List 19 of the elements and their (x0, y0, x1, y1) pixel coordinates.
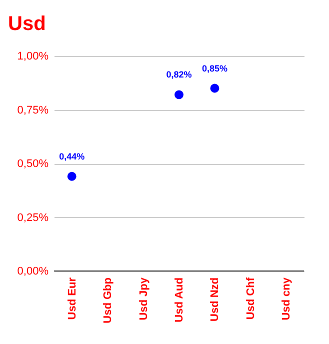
x-tick-label: Usd Nzd (209, 278, 222, 322)
y-tick-label: 1,00% (17, 50, 49, 62)
point (174, 90, 184, 100)
data-label: 0,44% (59, 151, 85, 162)
chart-title: Usd (8, 13, 46, 35)
x-tick-label: Usd cny (280, 276, 293, 320)
y-tick-label: 0,75% (17, 104, 49, 116)
data-label: 0,82% (166, 70, 192, 80)
x-tick-label: Usd Gbp (102, 277, 114, 324)
point (67, 172, 76, 181)
y-tick-label: 0,00% (17, 266, 49, 278)
x-tick-label: Usd Eur (66, 276, 78, 320)
point (210, 84, 220, 93)
x-tick-label: Usd Jpy (138, 276, 150, 320)
x-tick-label: Usd Aud (174, 278, 186, 322)
y-tick-label: 0,50% (17, 158, 49, 170)
data-label: 0,85% (202, 63, 228, 74)
y-tick-label: 0,25% (17, 212, 49, 224)
x-tick-label: Usd Chf (244, 277, 257, 320)
